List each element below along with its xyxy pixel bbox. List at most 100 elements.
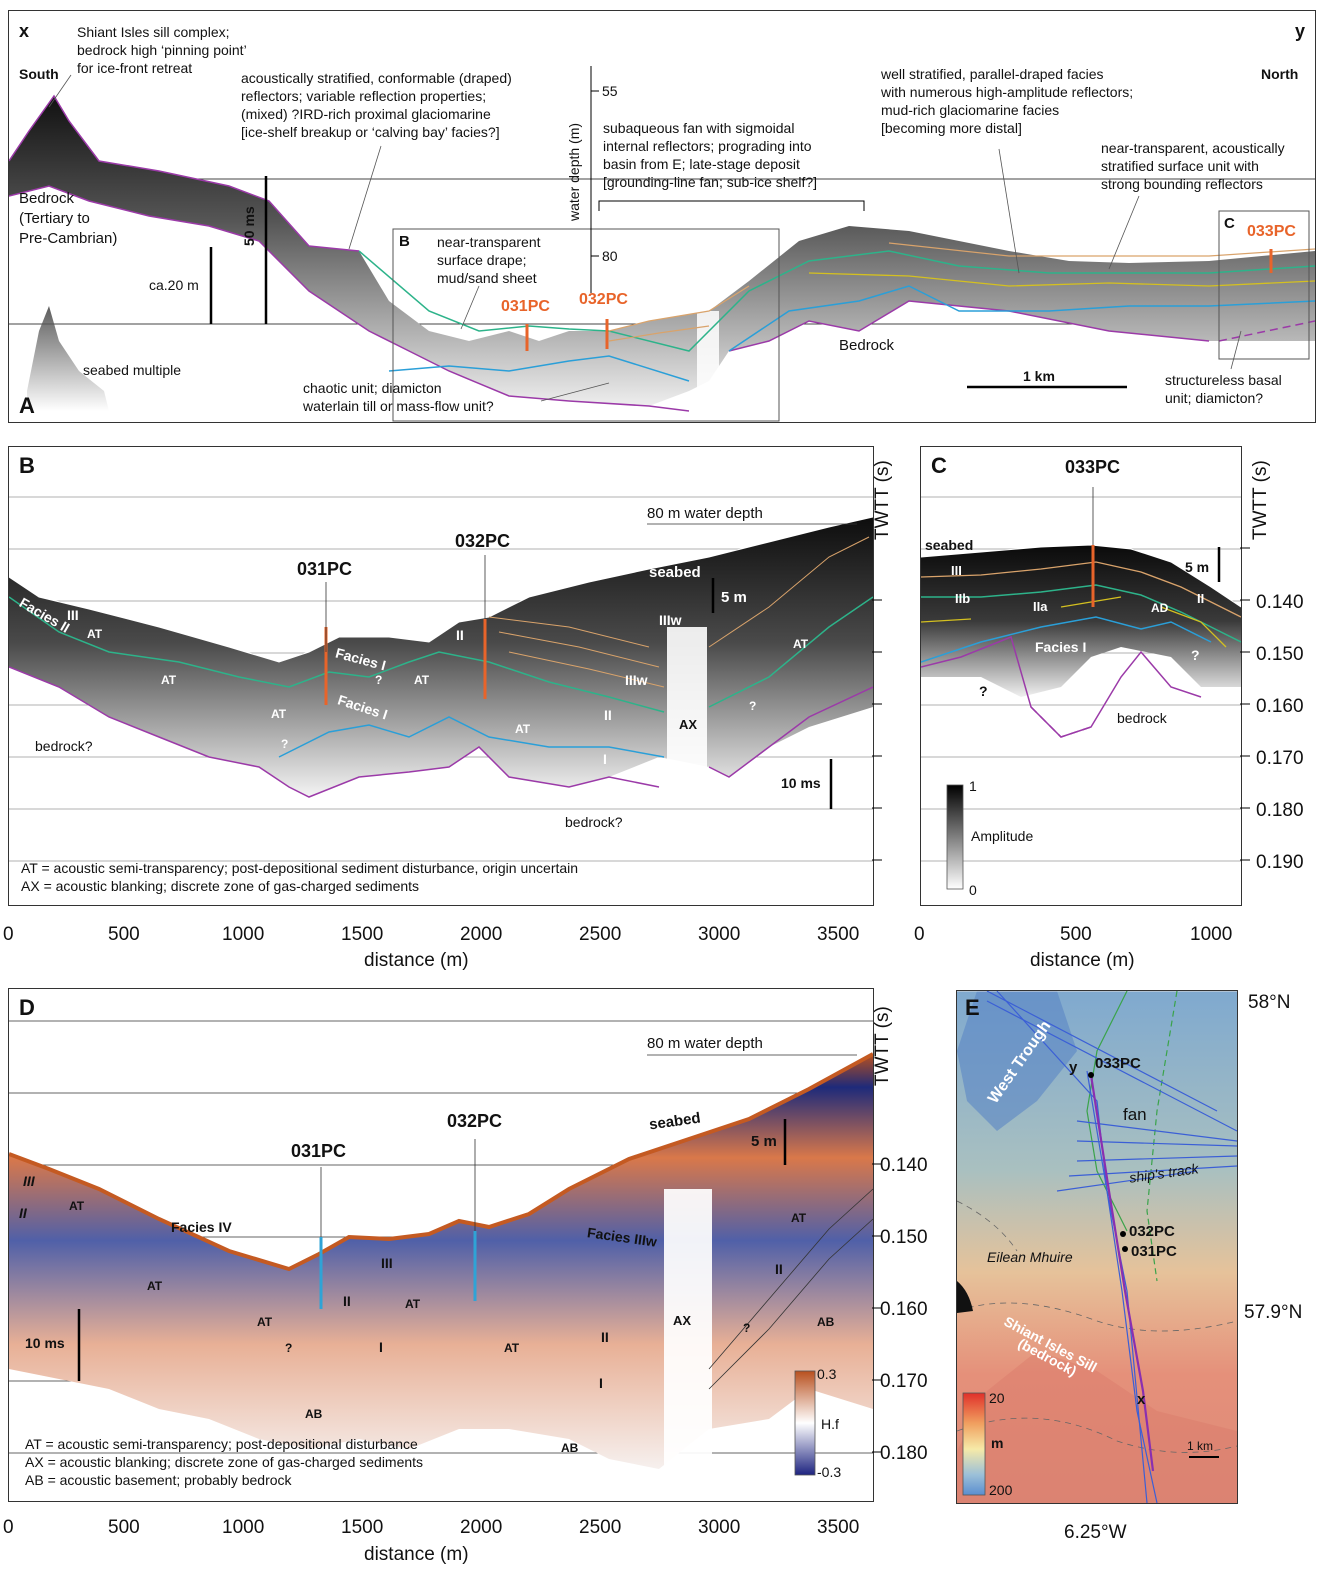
panel-d-seismic	[9, 1020, 873, 1489]
d-label-i-2: I	[599, 1375, 603, 1391]
scale-50ms: 50 ms	[241, 206, 257, 246]
d-label-ii-3: II	[775, 1261, 783, 1277]
panel-d-core-032: 032PC	[447, 1111, 503, 1131]
panel-d-letter: D	[19, 995, 35, 1020]
map-lat-579: 57.9°N	[1244, 1302, 1303, 1323]
panel-c-twtt-label: TWTT (s)	[1250, 460, 1271, 540]
d-ab-1: AB	[305, 1407, 323, 1421]
b-x-tick-3000: 3000	[698, 924, 741, 945]
panel-a-corner-x: x	[19, 21, 30, 41]
panel-c-scale-5m: 5 m	[1185, 559, 1210, 575]
d-y-tick-0150: 0.150	[880, 1227, 928, 1248]
label-bedrock-left: Bedrock (Tertiary to Pre-Cambrian)	[19, 190, 118, 247]
c-y-tick-0140: 0.140	[1256, 592, 1304, 613]
d-legend-min: -0.3	[817, 1464, 842, 1480]
panel-b-scale-10ms: 10 ms	[781, 775, 821, 791]
panel-c-seismic	[921, 487, 1241, 890]
panel-b-core-031: 031PC	[297, 559, 353, 579]
d-at-3: AT	[257, 1315, 273, 1329]
d-x-tick-500: 500	[108, 1517, 140, 1538]
label-structureless: structureless basal unit; diamicton?	[1165, 372, 1282, 406]
c-q-2: ?	[1191, 647, 1200, 663]
label-chaotic: chaotic unit; diamicton waterlain till or…	[303, 380, 494, 414]
panel-c: C 033PC seabed 5 m III IIb IIa II AD Fac…	[920, 446, 1242, 906]
c-bedrock: bedrock	[1117, 710, 1167, 726]
d-label-ii-2: II	[601, 1329, 609, 1345]
label-stratified: acoustically stratified, conformable (dr…	[241, 70, 512, 140]
d-legend-title: H.f	[821, 1416, 839, 1432]
b-at-4: AT	[414, 673, 430, 687]
b-q-3: ?	[749, 699, 757, 713]
d-at-1: AT	[69, 1199, 85, 1213]
d-at-2: AT	[147, 1279, 163, 1293]
panel-e-letter: E	[965, 995, 980, 1020]
d-y-tick-0180: 0.180	[880, 1443, 928, 1464]
d-ax: AX	[673, 1313, 692, 1328]
b-label-i: I	[603, 751, 607, 767]
d-ab-3: AB	[817, 1315, 835, 1329]
d-at-5: AT	[504, 1341, 520, 1355]
b-at-3: AT	[271, 707, 287, 721]
panel-e: E West Trough y 033PC fan ship's track 0…	[956, 990, 1238, 1504]
panel-b-seismic	[9, 496, 873, 862]
scale-ca20m: ca.20 m	[149, 277, 199, 293]
d-ab-2: AB	[561, 1441, 579, 1455]
label-fan: subaqueous fan with sigmoidal internal re…	[603, 120, 818, 190]
b-x-tick-3500: 3500	[817, 924, 860, 945]
d-x-tick-0: 0	[3, 1517, 14, 1538]
c-y-tick-0180: 0.180	[1256, 800, 1304, 821]
c-label-iia: IIa	[1033, 599, 1048, 614]
c-y-tick-0160: 0.160	[1256, 696, 1304, 717]
b-xlabel: distance (m)	[364, 950, 469, 971]
label-well-stratified: well stratified, parallel-draped facies w…	[881, 66, 1134, 136]
c-x-tick-1000: 1000	[1190, 924, 1233, 945]
panel-c-core-033: 033PC	[1065, 457, 1121, 477]
panel-a: x y South North Shiant Isles sill comple…	[8, 10, 1316, 423]
map-x: x	[1137, 1391, 1146, 1408]
d-q-1: ?	[285, 1341, 293, 1355]
c-amp-max: 1	[969, 778, 977, 794]
map-lon: 6.25°W	[1064, 1522, 1127, 1543]
depth-tick-55: 55	[602, 83, 618, 99]
b-x-tick-2000: 2000	[460, 924, 503, 945]
b-bedrock-1: bedrock?	[35, 738, 93, 754]
panel-b-seabed: seabed	[649, 564, 701, 581]
c-y-tick-0190: 0.190	[1256, 852, 1304, 873]
label-shiant: Shiant Isles sill complex; bedrock high ‘…	[77, 24, 247, 76]
c-facies-i: Facies I	[1035, 639, 1087, 655]
panel-d-core-031: 031PC	[291, 1141, 347, 1161]
c-y-tick-0170: 0.170	[1256, 748, 1304, 769]
label-seabed-multiple: seabed multiple	[83, 362, 182, 378]
panel-b-water-depth: 80 m water depth	[647, 505, 763, 522]
c-amp-label: Amplitude	[971, 828, 1034, 844]
b-at-1: AT	[87, 627, 103, 641]
d-x-tick-1500: 1500	[341, 1517, 384, 1538]
c-label-iib: IIb	[955, 591, 971, 606]
box-c-label: C	[1224, 215, 1235, 232]
map-depth-max: 20	[989, 1390, 1005, 1406]
b-x-tick-2500: 2500	[579, 924, 622, 945]
d-x-tick-2500: 2500	[579, 1517, 622, 1538]
b-at-5: AT	[515, 722, 531, 736]
map-core-032: 032PC	[1129, 1223, 1175, 1240]
panel-c-seabed: seabed	[925, 537, 974, 553]
panel-b: B 80 m water depth 031PC 032PC seabed 5 …	[8, 446, 874, 906]
panel-a-core-032: 032PC	[579, 291, 628, 308]
d-label-i: I	[379, 1339, 383, 1355]
b-label-iiiw-2: IIIw	[625, 672, 648, 688]
map-fan: fan	[1123, 1105, 1147, 1124]
b-bedrock-2: bedrock?	[565, 814, 623, 830]
d-facies-iv: Facies IV	[171, 1219, 232, 1235]
b-label-ii-a: II	[456, 627, 464, 643]
map-lat-58: 58°N	[1248, 992, 1291, 1013]
b-label-iii: III	[67, 607, 79, 623]
map-scale: 1 km	[1187, 1439, 1214, 1453]
b-label-iiiw-1: IIIw	[659, 612, 682, 628]
c-label-ad: AD	[1151, 601, 1169, 615]
b-x-tick-0: 0	[3, 924, 14, 945]
d-y-tick-0160: 0.160	[880, 1299, 928, 1320]
d-legend-max: 0.3	[817, 1366, 837, 1382]
panel-e-map	[957, 991, 1237, 1503]
b-x-tick-1000: 1000	[222, 924, 265, 945]
b-q-2: ?	[281, 737, 289, 751]
